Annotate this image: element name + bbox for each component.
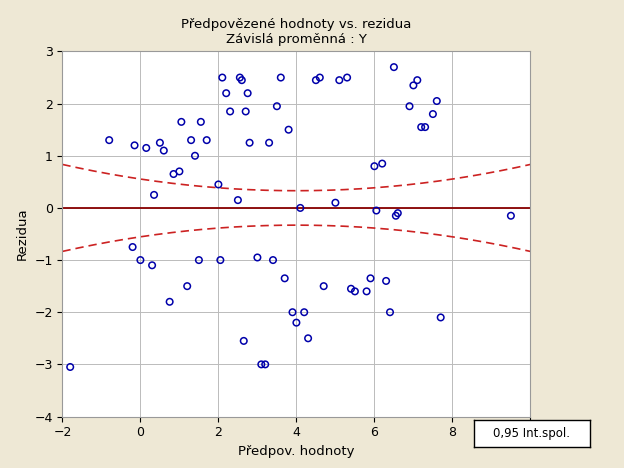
- Title: Předpovězené hodnoty vs. rezidua
Závislá proměnná : Y: Předpovězené hodnoty vs. rezidua Závislá…: [181, 18, 412, 46]
- Point: [346, 285, 356, 292]
- Point: [272, 102, 282, 110]
- Point: [213, 181, 223, 188]
- Point: [243, 89, 253, 97]
- Point: [141, 144, 151, 152]
- Point: [245, 139, 255, 146]
- Point: [149, 191, 159, 198]
- Point: [241, 108, 251, 115]
- Point: [239, 337, 249, 344]
- Point: [371, 207, 381, 214]
- Point: [385, 308, 395, 316]
- Point: [291, 319, 301, 326]
- Point: [186, 136, 196, 144]
- Point: [300, 308, 310, 316]
- Point: [233, 197, 243, 204]
- Text: 0,95 Int.spol.: 0,95 Int.spol.: [494, 427, 570, 440]
- Point: [174, 168, 185, 175]
- Point: [280, 275, 290, 282]
- Point: [420, 124, 430, 131]
- Point: [217, 74, 227, 81]
- Point: [196, 118, 206, 125]
- Point: [155, 139, 165, 146]
- Point: [303, 335, 313, 342]
- Point: [311, 76, 321, 84]
- Point: [393, 209, 403, 217]
- Point: [264, 139, 274, 146]
- X-axis label: Předpov. hodnoty: Předpov. hodnoty: [238, 445, 354, 458]
- Point: [288, 308, 298, 316]
- Point: [194, 256, 204, 264]
- Point: [391, 212, 401, 219]
- Point: [350, 288, 360, 295]
- Point: [130, 142, 140, 149]
- Point: [404, 102, 414, 110]
- Point: [369, 162, 379, 170]
- Point: [147, 262, 157, 269]
- Point: [389, 63, 399, 71]
- Point: [319, 282, 329, 290]
- Point: [377, 160, 387, 168]
- Point: [381, 277, 391, 285]
- Point: [225, 108, 235, 115]
- Point: [268, 256, 278, 264]
- Point: [334, 76, 344, 84]
- Point: [168, 170, 178, 178]
- Point: [260, 361, 270, 368]
- Point: [366, 275, 376, 282]
- Point: [237, 76, 247, 84]
- Point: [127, 243, 137, 251]
- Point: [182, 282, 192, 290]
- Point: [436, 314, 446, 321]
- Point: [416, 124, 426, 131]
- Point: [202, 136, 212, 144]
- Point: [104, 136, 114, 144]
- Point: [177, 118, 187, 125]
- Point: [276, 74, 286, 81]
- Point: [295, 204, 305, 212]
- Point: [314, 74, 324, 81]
- Point: [408, 81, 418, 89]
- Point: [215, 256, 225, 264]
- Point: [252, 254, 262, 261]
- Point: [66, 363, 75, 371]
- Point: [235, 74, 245, 81]
- Point: [331, 199, 341, 206]
- Point: [221, 89, 231, 97]
- Y-axis label: Rezidua: Rezidua: [16, 208, 29, 260]
- Point: [342, 74, 352, 81]
- Point: [165, 298, 175, 306]
- Point: [190, 152, 200, 160]
- Point: [158, 147, 168, 154]
- Point: [283, 126, 294, 133]
- Point: [362, 288, 372, 295]
- Point: [135, 256, 145, 264]
- Point: [506, 212, 516, 219]
- Point: [428, 110, 438, 118]
- Point: [412, 76, 422, 84]
- Point: [256, 361, 266, 368]
- Point: [432, 97, 442, 105]
